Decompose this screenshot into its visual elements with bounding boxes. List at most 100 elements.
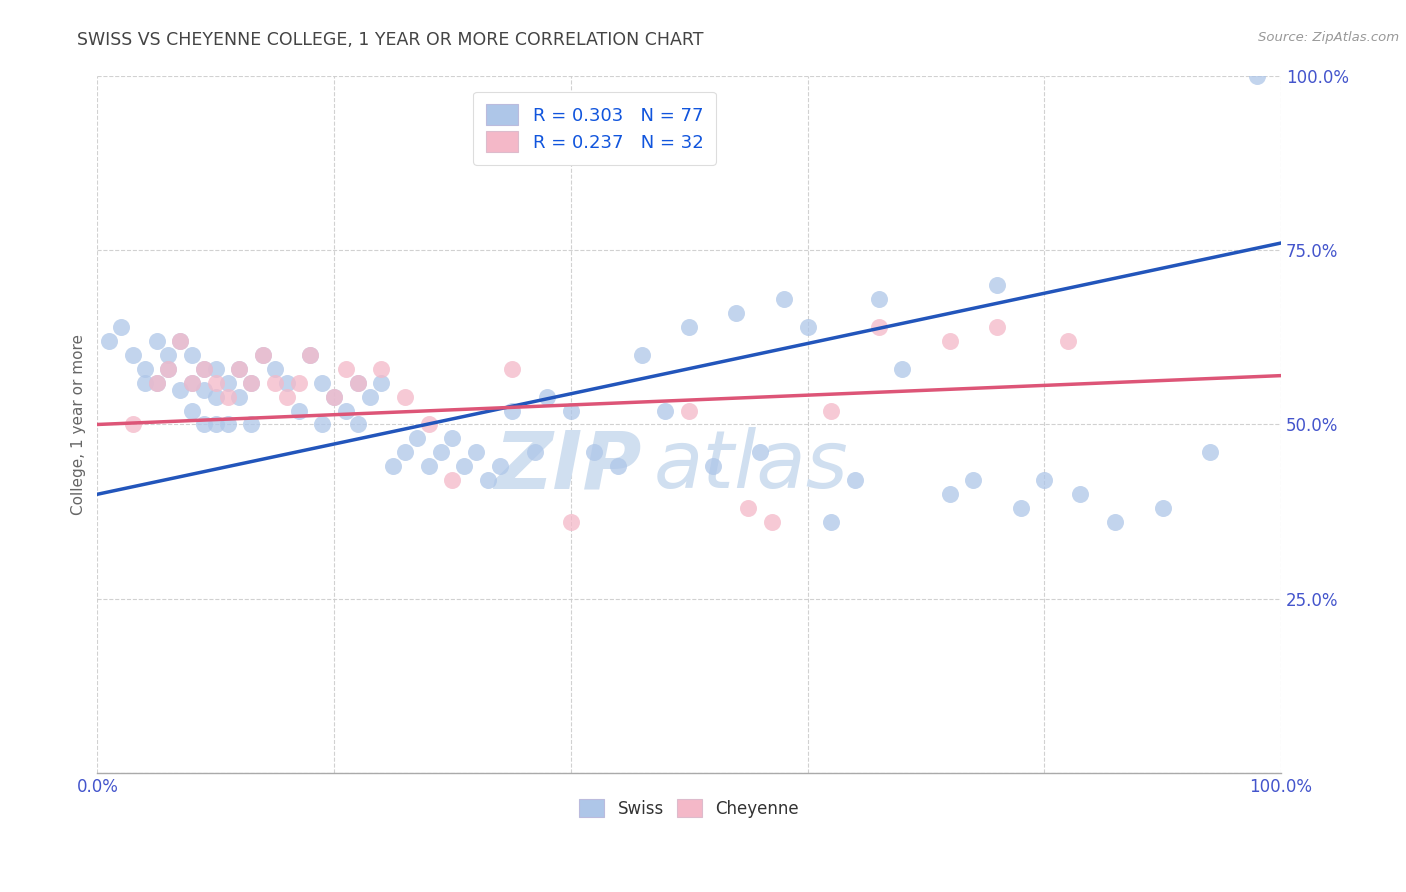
- Point: [761, 515, 783, 529]
- Point: [429, 445, 451, 459]
- Point: [1069, 487, 1091, 501]
- Point: [335, 403, 357, 417]
- Point: [560, 515, 582, 529]
- Point: [228, 390, 250, 404]
- Point: [323, 390, 346, 404]
- Point: [121, 348, 143, 362]
- Point: [217, 376, 239, 390]
- Text: ZIP: ZIP: [495, 427, 641, 506]
- Point: [820, 515, 842, 529]
- Point: [370, 361, 392, 376]
- Point: [287, 403, 309, 417]
- Point: [406, 432, 429, 446]
- Point: [630, 348, 652, 362]
- Point: [98, 334, 121, 348]
- Point: [346, 417, 368, 432]
- Point: [240, 376, 263, 390]
- Point: [891, 361, 914, 376]
- Point: [938, 334, 960, 348]
- Point: [1010, 501, 1032, 516]
- Point: [181, 376, 204, 390]
- Point: [868, 319, 890, 334]
- Point: [1033, 473, 1056, 487]
- Point: [441, 432, 464, 446]
- Point: [986, 277, 1008, 292]
- Point: [335, 361, 357, 376]
- Point: [465, 445, 488, 459]
- Point: [287, 376, 309, 390]
- Point: [264, 376, 287, 390]
- Point: [524, 445, 547, 459]
- Point: [157, 361, 180, 376]
- Point: [370, 376, 392, 390]
- Point: [583, 445, 606, 459]
- Point: [1246, 69, 1268, 83]
- Point: [311, 376, 333, 390]
- Point: [725, 306, 748, 320]
- Point: [501, 361, 523, 376]
- Point: [501, 403, 523, 417]
- Point: [560, 403, 582, 417]
- Point: [678, 403, 700, 417]
- Point: [145, 376, 167, 390]
- Point: [217, 390, 239, 404]
- Point: [240, 376, 263, 390]
- Point: [394, 445, 416, 459]
- Point: [962, 473, 984, 487]
- Point: [418, 417, 440, 432]
- Point: [299, 348, 322, 362]
- Point: [110, 319, 132, 334]
- Point: [441, 473, 464, 487]
- Point: [796, 319, 818, 334]
- Point: [193, 417, 215, 432]
- Point: [193, 361, 215, 376]
- Point: [938, 487, 960, 501]
- Point: [276, 390, 298, 404]
- Point: [702, 459, 724, 474]
- Point: [228, 361, 250, 376]
- Point: [145, 334, 167, 348]
- Point: [394, 390, 416, 404]
- Point: [654, 403, 676, 417]
- Point: [772, 292, 794, 306]
- Text: Source: ZipAtlas.com: Source: ZipAtlas.com: [1258, 31, 1399, 45]
- Point: [134, 376, 156, 390]
- Point: [1104, 515, 1126, 529]
- Point: [477, 473, 499, 487]
- Text: atlas: atlas: [654, 427, 848, 506]
- Point: [737, 501, 759, 516]
- Point: [169, 334, 191, 348]
- Point: [228, 361, 250, 376]
- Point: [359, 390, 381, 404]
- Point: [181, 348, 204, 362]
- Point: [749, 445, 772, 459]
- Point: [607, 459, 630, 474]
- Point: [276, 376, 298, 390]
- Point: [145, 376, 167, 390]
- Point: [252, 348, 274, 362]
- Point: [181, 376, 204, 390]
- Point: [418, 459, 440, 474]
- Point: [193, 383, 215, 397]
- Point: [181, 403, 204, 417]
- Point: [323, 390, 346, 404]
- Point: [217, 417, 239, 432]
- Point: [240, 417, 263, 432]
- Point: [134, 361, 156, 376]
- Point: [169, 383, 191, 397]
- Point: [1057, 334, 1080, 348]
- Point: [844, 473, 866, 487]
- Point: [204, 390, 226, 404]
- Point: [252, 348, 274, 362]
- Point: [121, 417, 143, 432]
- Point: [382, 459, 405, 474]
- Point: [346, 376, 368, 390]
- Point: [453, 459, 475, 474]
- Point: [1199, 445, 1222, 459]
- Point: [193, 361, 215, 376]
- Point: [204, 376, 226, 390]
- Legend: Swiss, Cheyenne: Swiss, Cheyenne: [572, 792, 806, 824]
- Point: [157, 361, 180, 376]
- Point: [986, 319, 1008, 334]
- Point: [169, 334, 191, 348]
